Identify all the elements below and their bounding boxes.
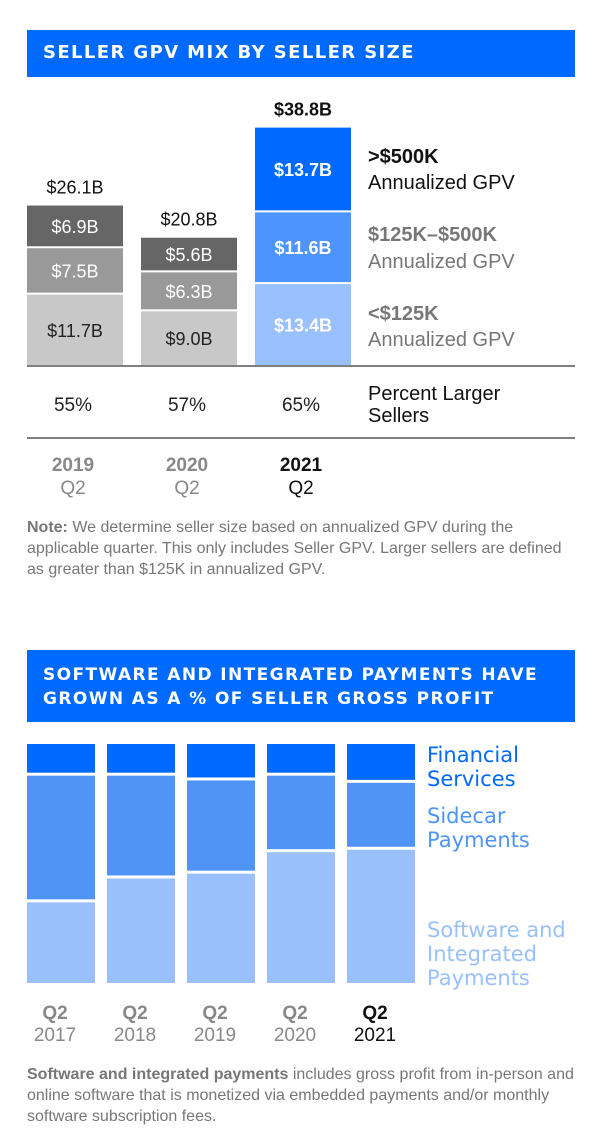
chart2-title-line1: SOFTWARE AND INTEGRATED PAYMENTS HAVE — [43, 665, 539, 685]
chart2-quarter-label: Q2 — [42, 1003, 67, 1024]
chart1-bar-segment — [255, 212, 351, 283]
chart1-quarter-label: Q2 — [288, 478, 313, 499]
chart2-bar-segment — [27, 775, 95, 900]
chart2-quarter-label: Q2 — [362, 1003, 387, 1024]
chart2-year-label: 2019 — [194, 1025, 236, 1046]
legend-financial-1: Financial — [427, 743, 519, 767]
chart1-total-label: $26.1B — [46, 178, 103, 198]
legend-software-2: Integrated — [427, 942, 537, 966]
chart1-note-bold: Note: — [27, 519, 68, 536]
chart2-legend: Financial Services Sidecar Payments Soft… — [427, 743, 566, 990]
legend-financial-2: Services — [427, 767, 516, 791]
chart1-segment-label: $13.4B — [274, 316, 332, 336]
chart1-svg: >$500K Annualized GPV $125K–$500K Annual… — [27, 100, 575, 499]
chart1-bar-segment — [27, 294, 123, 365]
chart1-bar-segment — [27, 205, 123, 247]
chart2-note: Software and integrated payments include… — [27, 1064, 582, 1127]
chart2-bar-segment — [347, 849, 415, 983]
chart2-title-line2: GROWN AS A % OF SELLER GROSS PROFIT — [43, 689, 495, 709]
chart1-segment-label: $13.7B — [274, 160, 332, 180]
chart1-segment-label: $6.9B — [51, 217, 98, 237]
chart2-year-label: 2018 — [114, 1025, 156, 1046]
chart2-bar-segment — [267, 775, 335, 850]
chart2-bar-segment — [187, 873, 255, 983]
chart1-segment-label: $11.6B — [274, 238, 331, 258]
chart2-year-label: 2021 — [354, 1025, 396, 1046]
chart1-percent-value: 57% — [168, 395, 206, 416]
chart2-note-bold: Software and integrated payments — [27, 1066, 289, 1083]
chart1-quarter-label: Q2 — [174, 478, 199, 499]
legend-item-small-sub: Annualized GPV — [368, 329, 515, 351]
chart1-bar-segment — [141, 311, 237, 365]
chart2-quarter-label: Q2 — [202, 1003, 227, 1024]
chart1-note: Note: We determine seller size based on … — [27, 517, 582, 580]
chart1-title: SELLER GPV MIX BY SELLER SIZE — [27, 30, 575, 77]
chart2-quarter-label: Q2 — [282, 1003, 307, 1024]
legend-item-small-title: <$125K — [368, 303, 439, 325]
chart1-segment-label: $7.5B — [51, 261, 98, 281]
chart1-bar-segment — [141, 272, 237, 310]
chart2-bar-segment — [27, 744, 95, 773]
chart2-note-text: includes gross profit from in-person and… — [27, 1066, 574, 1125]
chart1-percent-value: 65% — [282, 395, 320, 416]
chart2-bar-segment — [187, 744, 255, 778]
chart1-quarter-label: Q2 — [60, 478, 85, 499]
legend-item-mid-sub: Annualized GPV — [368, 251, 515, 273]
chart2-bar-segment — [27, 902, 95, 983]
chart1-total-label: $20.8B — [160, 210, 217, 230]
chart1-percent-value: 55% — [54, 395, 92, 416]
chart1-note-text: We determine seller size based on annual… — [27, 519, 562, 578]
chart2-bar-segment — [187, 780, 255, 871]
legend-software-1: Software and — [427, 918, 566, 942]
chart2-bar-segment — [107, 775, 175, 876]
legend-item-large-title: >$500K — [368, 146, 439, 168]
chart2-quarter-label: Q2 — [122, 1003, 147, 1024]
chart1-bar-segment — [255, 127, 351, 211]
chart1-segment-label: $9.0B — [165, 329, 212, 349]
chart1-year-label: 2020 — [166, 455, 208, 476]
legend-item-mid-title: $125K–$500K — [368, 224, 498, 246]
chart1-year-label: 2019 — [52, 455, 94, 476]
chart2-year-label: 2017 — [34, 1025, 76, 1046]
percent-larger-label-1: Percent Larger — [368, 383, 501, 405]
legend-sidecar-2: Payments — [427, 828, 530, 852]
chart1-year-label: 2021 — [280, 455, 323, 476]
chart2-bar-segment — [107, 744, 175, 773]
legend-sidecar-1: Sidecar — [427, 804, 506, 828]
chart2-bar-segment — [107, 878, 175, 983]
chart1-bar-segment — [27, 248, 123, 293]
chart1-segment-label: $5.6B — [165, 245, 212, 265]
chart2-year-label: 2020 — [274, 1025, 316, 1046]
chart1-segment-label: $11.7B — [47, 321, 103, 341]
chart2-title: SOFTWARE AND INTEGRATED PAYMENTS HAVE GR… — [27, 650, 575, 722]
chart2-bar-segment — [267, 744, 335, 773]
chart2-bar-segment — [267, 852, 335, 983]
chart1-segment-label: $6.3B — [165, 282, 212, 302]
percent-larger-label-2: Sellers — [368, 405, 429, 427]
legend-software-3: Payments — [427, 966, 530, 990]
chart2-bar-segment — [347, 782, 415, 847]
chart1-bar-segment — [255, 284, 351, 365]
chart1-legend: >$500K Annualized GPV $125K–$500K Annual… — [368, 146, 515, 351]
chart2-bar-segment — [347, 744, 415, 780]
chart1-bar-segment — [141, 237, 237, 271]
legend-item-large-sub: Annualized GPV — [368, 172, 515, 194]
chart1-total-label: $38.8B — [274, 100, 332, 120]
